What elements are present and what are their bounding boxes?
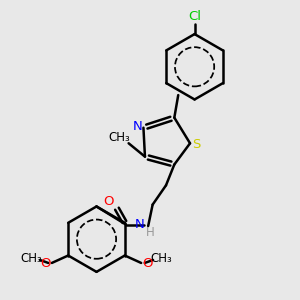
Text: O: O — [142, 257, 152, 270]
Text: S: S — [192, 138, 201, 151]
Text: Cl: Cl — [188, 10, 201, 23]
Text: CH₃: CH₃ — [21, 252, 43, 265]
Text: N: N — [133, 120, 143, 133]
Text: O: O — [104, 195, 114, 208]
Text: H: H — [146, 226, 155, 239]
Text: N: N — [135, 218, 145, 231]
Text: CH₃: CH₃ — [151, 252, 172, 265]
Text: CH₃: CH₃ — [108, 131, 130, 144]
Text: O: O — [40, 257, 51, 270]
